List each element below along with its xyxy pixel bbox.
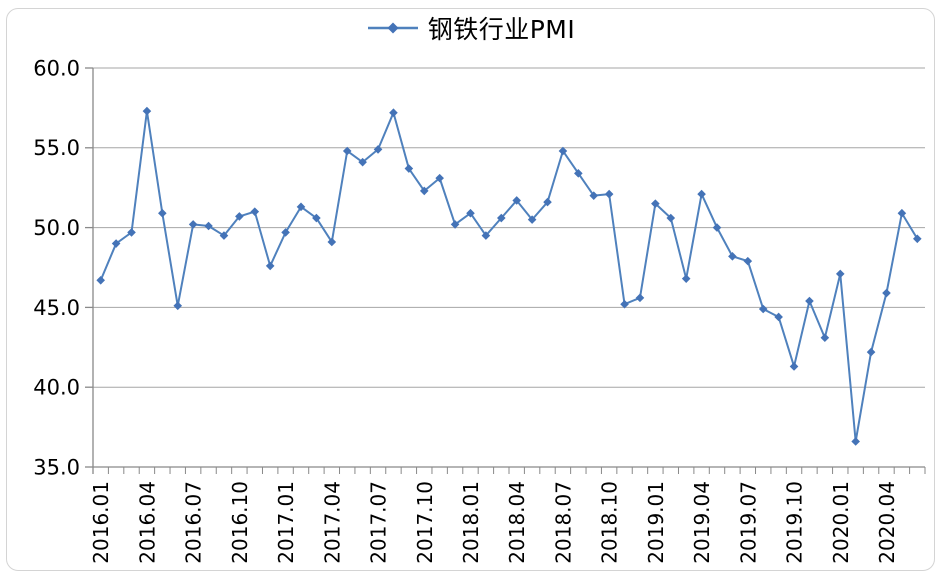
pmi-data-point-marker bbox=[235, 212, 244, 221]
pmi-data-point-marker bbox=[620, 299, 629, 309]
chart-legend: 钢铁行业PMI bbox=[0, 10, 942, 46]
pmi-data-point-marker bbox=[419, 186, 429, 196]
pmi-data-point-marker bbox=[882, 288, 891, 298]
x-axis-tick-label: 2018.07 bbox=[551, 481, 575, 564]
x-axis-tick-label: 2020.04 bbox=[875, 481, 899, 564]
pmi-data-point-marker bbox=[496, 213, 506, 223]
pmi-data-point-marker bbox=[728, 252, 737, 261]
pmi-data-point-marker bbox=[219, 231, 229, 240]
x-axis-tick-label: 2016.04 bbox=[135, 481, 159, 564]
pmi-data-point-marker bbox=[450, 220, 460, 229]
pmi-data-point-marker bbox=[912, 234, 922, 244]
pmi-data-point-marker bbox=[589, 191, 599, 200]
x-axis-tick-label: 2018.04 bbox=[505, 481, 529, 564]
pmi-data-point-marker bbox=[342, 146, 352, 156]
x-axis-tick-label: 2019.04 bbox=[690, 481, 714, 564]
pmi-data-point-marker bbox=[435, 173, 444, 183]
y-axis-tick-label: 55.0 bbox=[33, 136, 80, 160]
x-axis-tick-label: 2019.10 bbox=[783, 481, 807, 564]
y-axis-tick-label: 35.0 bbox=[33, 455, 80, 479]
pmi-data-point-marker bbox=[404, 164, 414, 173]
x-axis-tick-label: 2019.07 bbox=[736, 481, 760, 564]
x-axis-tick-label: 2019.01 bbox=[644, 481, 668, 564]
x-axis-tick-label: 2018.10 bbox=[598, 481, 622, 564]
pmi-data-point-marker bbox=[204, 221, 213, 231]
pmi-data-point-marker bbox=[743, 256, 753, 266]
x-axis-tick-label: 2016.01 bbox=[89, 481, 113, 564]
pmi-data-point-marker bbox=[512, 196, 522, 205]
pmi-data-point-marker bbox=[789, 362, 799, 371]
chart-area-border bbox=[6, 8, 935, 571]
pmi-data-point-marker bbox=[358, 157, 367, 167]
pmi-data-point-marker bbox=[142, 106, 152, 116]
pmi-data-point-marker bbox=[805, 296, 814, 306]
x-axis-tick-label: 2016.10 bbox=[228, 481, 252, 564]
pmi-data-point-marker bbox=[543, 197, 552, 207]
pmi-data-point-marker bbox=[897, 208, 907, 218]
pmi-data-point-marker bbox=[820, 333, 830, 343]
y-axis-tick-label: 50.0 bbox=[33, 216, 80, 240]
pmi-data-point-marker bbox=[558, 146, 568, 156]
pmi-data-point-marker bbox=[296, 202, 306, 212]
x-axis-tick-label: 2016.07 bbox=[182, 481, 206, 564]
pmi-data-point-marker bbox=[574, 169, 583, 178]
y-axis-tick-label: 60.0 bbox=[33, 56, 80, 80]
x-axis-tick-label: 2017.07 bbox=[367, 481, 391, 564]
pmi-data-point-marker bbox=[389, 108, 398, 117]
legend-series-label: 钢铁行业PMI bbox=[427, 15, 576, 44]
pmi-data-point-marker bbox=[481, 231, 491, 240]
pmi-data-point-marker bbox=[373, 145, 383, 154]
pmi-data-point-marker bbox=[96, 275, 106, 285]
pmi-data-point-marker bbox=[173, 301, 183, 311]
pmi-data-point-marker bbox=[312, 213, 321, 223]
pmi-data-point-marker bbox=[127, 228, 136, 237]
pmi-data-point-marker bbox=[712, 223, 722, 232]
pmi-data-point-marker bbox=[851, 437, 860, 446]
x-axis-tick-label: 2018.01 bbox=[459, 481, 483, 564]
y-axis-tick-label: 40.0 bbox=[33, 376, 80, 400]
pmi-data-point-marker bbox=[527, 215, 537, 224]
pmi-data-point-marker bbox=[866, 347, 876, 357]
pmi-data-point-marker bbox=[835, 269, 845, 279]
pmi-series-line bbox=[99, 110, 919, 443]
x-axis-tick-label: 2017.10 bbox=[413, 481, 437, 564]
x-axis-tick-label: 2020.01 bbox=[829, 481, 853, 564]
pmi-data-point-marker bbox=[681, 274, 691, 283]
pmi-data-point-marker bbox=[265, 261, 275, 271]
pmi-data-point-marker bbox=[327, 237, 337, 247]
pmi-data-point-marker bbox=[651, 199, 660, 208]
pmi-data-point-marker bbox=[158, 208, 167, 218]
pmi-data-point-marker bbox=[250, 207, 260, 216]
pmi-data-point-marker bbox=[281, 228, 290, 237]
pmi-data-point-marker bbox=[635, 293, 645, 303]
legend-series-marker-icon bbox=[367, 22, 418, 34]
pmi-data-point-marker bbox=[666, 213, 676, 223]
x-axis-tick-label: 2017.04 bbox=[320, 481, 344, 564]
pmi-data-point-marker bbox=[188, 220, 198, 229]
pmi-data-point-marker bbox=[466, 208, 475, 218]
x-axis-tick-label: 2017.01 bbox=[274, 481, 298, 564]
pmi-data-point-marker bbox=[774, 312, 783, 322]
pmi-data-point-marker bbox=[604, 189, 614, 199]
pmi-data-point-marker bbox=[111, 239, 121, 248]
pmi-data-point-marker bbox=[697, 189, 706, 199]
pmi-data-point-marker bbox=[758, 304, 768, 314]
y-axis-tick-label: 45.0 bbox=[33, 296, 80, 320]
